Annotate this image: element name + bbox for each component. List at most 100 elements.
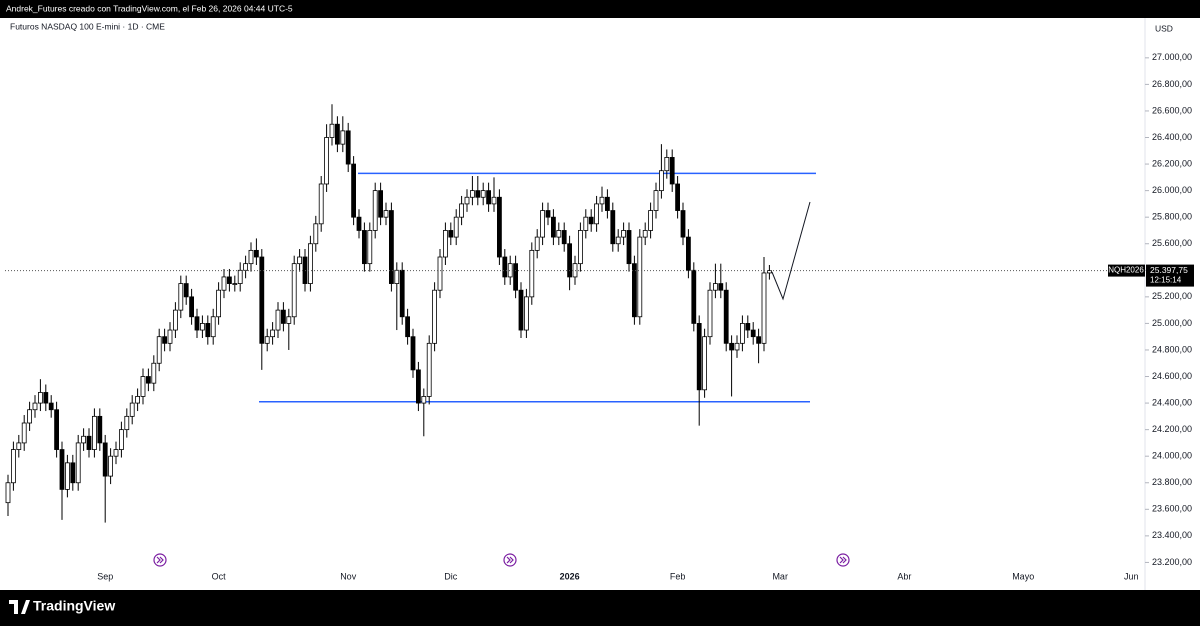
candle-body	[183, 283, 189, 298]
candle-body	[486, 190, 492, 205]
candle-body	[75, 442, 81, 484]
candle-body	[480, 190, 486, 198]
candle-body	[761, 272, 767, 344]
candle-body	[367, 230, 373, 265]
candle-body	[253, 249, 259, 258]
candle-body	[394, 269, 400, 284]
candle-body	[145, 376, 151, 384]
candle-body	[583, 216, 589, 231]
candle-body	[415, 369, 421, 404]
candle-body	[767, 270, 772, 274]
candle-body	[210, 316, 216, 338]
y-tick-label: 24.400,00	[1152, 397, 1192, 407]
candle-body	[286, 316, 292, 324]
candle-body	[65, 462, 70, 490]
candle-body	[561, 230, 567, 245]
candle-body	[54, 409, 59, 450]
candle-body	[216, 289, 222, 318]
candle-body	[713, 283, 718, 291]
x-tick-label: 2026	[560, 571, 580, 581]
candle-body	[750, 329, 756, 338]
candle-body	[491, 196, 497, 205]
candle-body	[740, 323, 745, 344]
header: Andrek_Futures creado con TradingView.co…	[6, 3, 293, 13]
y-tick-label: 26.200,00	[1152, 158, 1192, 168]
y-tick-label: 24.200,00	[1152, 424, 1192, 434]
candle-body	[151, 362, 157, 384]
y-tick-label: 25.000,00	[1152, 318, 1192, 328]
y-tick-label: 24.000,00	[1152, 451, 1192, 461]
candle-body	[102, 442, 108, 477]
candle-body	[345, 130, 351, 165]
candle-body	[707, 289, 713, 338]
candle-body	[324, 137, 330, 185]
candle-body	[48, 402, 54, 411]
candle-body	[43, 392, 49, 404]
candle-body	[502, 256, 508, 278]
candle-body	[194, 316, 200, 331]
candle-body	[156, 336, 162, 364]
candle-body	[469, 190, 475, 198]
candle-body	[264, 336, 270, 344]
y-tick-label: 26.000,00	[1152, 185, 1192, 195]
candle-body	[718, 283, 724, 291]
logo-icon	[9, 600, 30, 614]
candle-body	[588, 216, 594, 225]
y-tick-label: 25.800,00	[1152, 212, 1192, 222]
candle-body	[356, 216, 362, 231]
candle-body	[459, 203, 465, 218]
candle-body	[135, 396, 141, 404]
candle-body	[81, 435, 86, 444]
candle-body	[475, 190, 481, 198]
candle-body	[275, 309, 281, 331]
candle-body	[178, 283, 184, 311]
candle-body	[518, 289, 524, 331]
candle-body	[534, 236, 540, 251]
candle-body	[59, 449, 65, 490]
candle-body	[675, 183, 680, 211]
price-box	[1146, 264, 1194, 287]
candle-body	[388, 210, 394, 284]
candle-body	[729, 342, 734, 351]
x-tick-label: Jun	[1124, 571, 1139, 581]
candle-body	[621, 230, 626, 238]
y-tick-label: 23.800,00	[1152, 477, 1192, 487]
x-tick-label: Mayo	[1012, 571, 1034, 581]
symbol-label: NQH2026	[1108, 266, 1144, 275]
candle-body	[605, 196, 610, 211]
candle-body	[756, 336, 761, 344]
candle-body	[318, 183, 324, 225]
candle-body	[567, 243, 572, 278]
candle-body	[696, 323, 702, 391]
candle-body	[734, 342, 740, 351]
x-tick-label: Dic	[444, 571, 457, 581]
candle-body	[551, 216, 556, 238]
currency-label: USD	[1155, 23, 1173, 33]
countdown-label: 12:15:14	[1150, 276, 1182, 285]
candle-body	[70, 462, 76, 484]
projection	[771, 201, 811, 301]
last-price-label: 25.397,75	[1150, 265, 1188, 275]
candle-body	[270, 329, 276, 338]
candle-body	[648, 210, 653, 231]
x-tick-label: Oct	[212, 571, 227, 581]
candle-body	[340, 130, 346, 145]
candle-body	[610, 210, 616, 245]
y-tick-label: 23.600,00	[1152, 504, 1192, 514]
x-tick-label: Mar	[772, 571, 788, 581]
candle-body	[448, 230, 454, 238]
candle-body	[97, 415, 103, 444]
candle-body	[615, 236, 621, 245]
candle-body	[205, 323, 211, 338]
candle-body	[27, 409, 33, 424]
candle-body	[297, 256, 303, 265]
candle-body	[307, 243, 313, 284]
candle-body	[10, 449, 16, 484]
x-tick-label: Abr	[897, 571, 911, 581]
y-tick-label: 25.600,00	[1152, 238, 1192, 248]
plot: 23.200,00 23.400,00 23.600,00 23.800,00 24.0…	[5, 52, 1194, 581]
candle-body	[599, 196, 605, 205]
chart-title: Futuros NASDAQ 100 E-mini · 1D · CME	[10, 21, 165, 31]
candle-body	[243, 263, 249, 271]
